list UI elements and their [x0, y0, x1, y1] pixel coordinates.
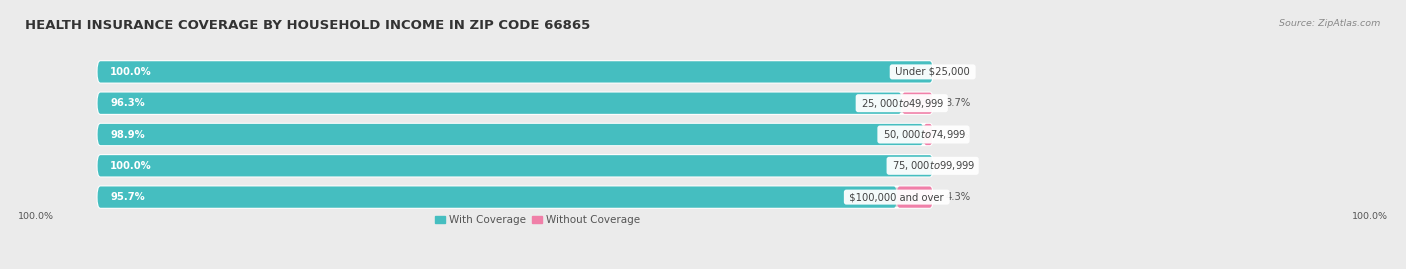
Text: Source: ZipAtlas.com: Source: ZipAtlas.com: [1279, 19, 1381, 28]
Text: 0.0%: 0.0%: [945, 161, 970, 171]
Text: HEALTH INSURANCE COVERAGE BY HOUSEHOLD INCOME IN ZIP CODE 66865: HEALTH INSURANCE COVERAGE BY HOUSEHOLD I…: [25, 19, 591, 32]
FancyBboxPatch shape: [97, 155, 932, 176]
Text: $25,000 to $49,999: $25,000 to $49,999: [858, 97, 945, 110]
Text: $50,000 to $74,999: $50,000 to $74,999: [880, 128, 967, 141]
FancyBboxPatch shape: [97, 186, 897, 208]
Text: 98.9%: 98.9%: [110, 129, 145, 140]
Text: Under $25,000: Under $25,000: [893, 67, 973, 77]
FancyBboxPatch shape: [97, 61, 932, 83]
FancyBboxPatch shape: [901, 93, 932, 114]
FancyBboxPatch shape: [97, 124, 932, 145]
Text: $75,000 to $99,999: $75,000 to $99,999: [889, 159, 976, 172]
FancyBboxPatch shape: [97, 186, 932, 208]
FancyBboxPatch shape: [924, 124, 932, 145]
Text: $100,000 and over: $100,000 and over: [846, 192, 948, 202]
Text: 100.0%: 100.0%: [1351, 212, 1388, 221]
Text: 100.0%: 100.0%: [18, 212, 55, 221]
Text: 100.0%: 100.0%: [110, 161, 152, 171]
FancyBboxPatch shape: [97, 61, 932, 83]
Text: 95.7%: 95.7%: [110, 192, 145, 202]
Text: 4.3%: 4.3%: [945, 192, 970, 202]
FancyBboxPatch shape: [97, 155, 932, 176]
Text: 1.1%: 1.1%: [945, 129, 970, 140]
Text: 100.0%: 100.0%: [110, 67, 152, 77]
FancyBboxPatch shape: [97, 93, 932, 114]
FancyBboxPatch shape: [97, 124, 924, 145]
Text: 0.0%: 0.0%: [945, 67, 970, 77]
Text: 96.3%: 96.3%: [110, 98, 145, 108]
Legend: With Coverage, Without Coverage: With Coverage, Without Coverage: [432, 211, 644, 229]
FancyBboxPatch shape: [97, 93, 901, 114]
FancyBboxPatch shape: [897, 186, 932, 208]
Text: 3.7%: 3.7%: [945, 98, 970, 108]
